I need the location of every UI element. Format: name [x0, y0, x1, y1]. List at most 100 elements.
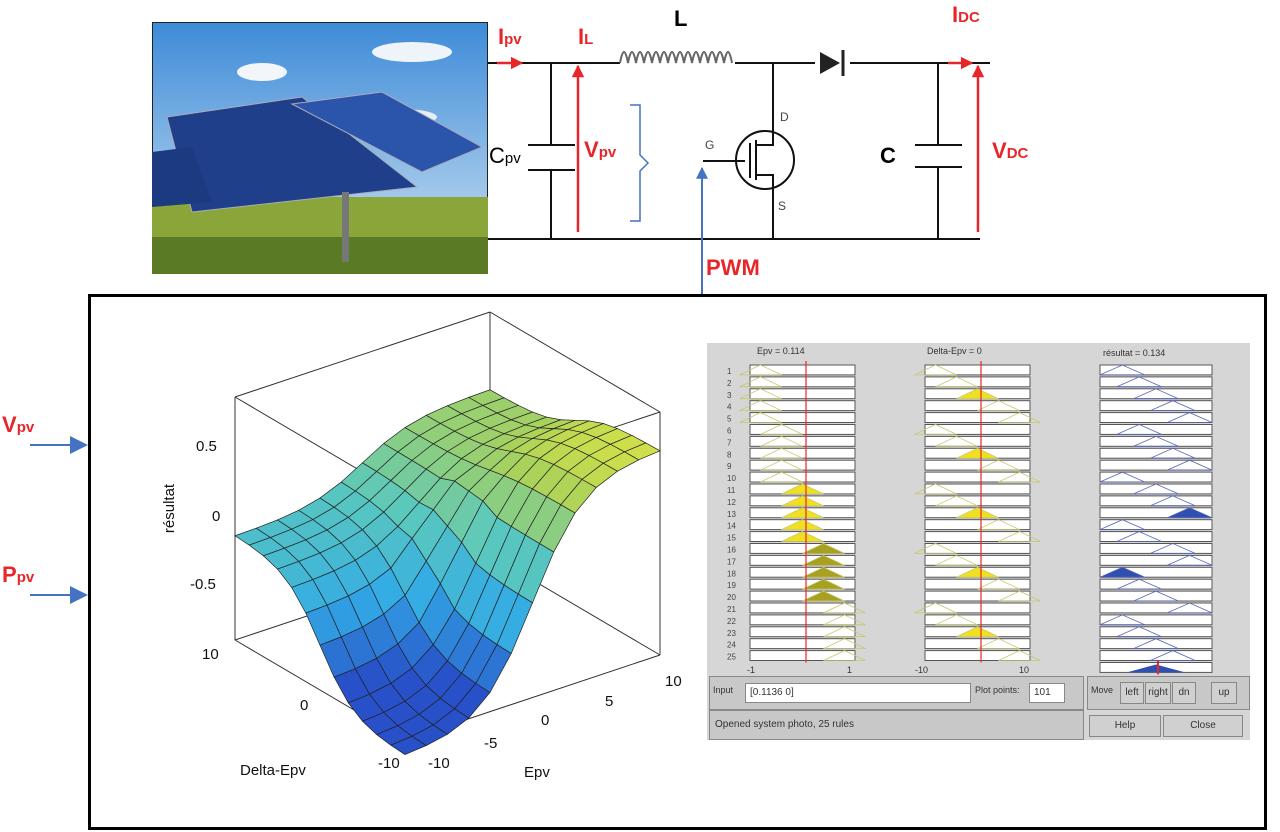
rule-viewer: 1 2 3 4 5 6 7 8 9 10 11 12 13 14 15 16 17 18 19 20 21 22 23 24 2…	[707, 343, 1250, 740]
rule-cell	[1099, 566, 1213, 578]
membership-triangle	[998, 590, 1041, 602]
rule-number: 15	[727, 534, 736, 543]
z-axis-label: résultat	[161, 483, 179, 534]
membership-triangle	[760, 447, 803, 459]
move-down-button[interactable]: dn	[1172, 682, 1196, 704]
membership-triangle	[956, 388, 999, 400]
input-vpv-label: Vpv	[2, 412, 35, 437]
epv-tick: -5	[484, 735, 498, 752]
membership-triangle	[760, 471, 803, 483]
vdc-label: VDC	[992, 138, 1029, 163]
rule-cell	[924, 554, 1031, 566]
rule-cell	[1099, 614, 1213, 626]
rule-cell	[924, 400, 1031, 412]
move-right-button[interactable]: right	[1145, 682, 1171, 704]
rule-cell	[924, 614, 1031, 626]
membership-triangle	[781, 519, 824, 531]
membership-triangle	[1133, 388, 1179, 400]
plot-points-field[interactable]: 101	[1029, 683, 1065, 703]
rule-cell	[749, 626, 856, 638]
membership-triangle	[1116, 531, 1162, 542]
rule-cell	[749, 364, 856, 376]
rule-cell	[1099, 590, 1213, 602]
rule-number: 9	[727, 462, 732, 471]
rule-number: 25	[727, 653, 736, 662]
rule-cell	[924, 578, 1031, 590]
close-button[interactable]: Close	[1163, 715, 1243, 737]
rule-number: 23	[727, 629, 736, 638]
rule-number: 2	[727, 379, 732, 388]
rule-cell	[1099, 626, 1213, 638]
aggregate-shape	[1127, 664, 1185, 673]
rule-number: 5	[727, 415, 732, 424]
rule-number: 16	[727, 546, 736, 555]
il-label: IL	[578, 24, 594, 49]
membership-triangle	[1133, 483, 1179, 495]
membership-triangle	[956, 626, 999, 638]
delta-header: Delta-Epv = 0	[927, 346, 982, 356]
delta-axis-label: Delta-Epv	[240, 762, 306, 779]
rule-number: 10	[727, 474, 736, 483]
rule-cell	[1099, 412, 1213, 423]
ipv-label: Ipv	[498, 24, 522, 49]
rule-cell	[749, 614, 856, 626]
membership-triangle	[1167, 507, 1213, 519]
inductor-label: L	[674, 6, 688, 31]
membership-triangle	[935, 376, 978, 388]
move-left-button[interactable]: left	[1120, 682, 1144, 704]
rule-number: 7	[727, 438, 732, 447]
rule-cell	[924, 412, 1031, 423]
membership-triangle	[802, 554, 845, 566]
idc-label: IDC	[952, 2, 980, 27]
membership-triangle	[823, 614, 866, 626]
rule-number: 3	[727, 391, 732, 400]
rule-number: 19	[727, 581, 736, 590]
rule-cell	[1099, 650, 1213, 662]
membership-triangle	[956, 566, 999, 578]
membership-triangle	[1099, 519, 1145, 531]
rule-cell	[1099, 531, 1213, 543]
rule-cell	[1099, 602, 1213, 614]
input-ppv-label: Ppv	[2, 562, 35, 587]
help-button[interactable]: Help	[1089, 715, 1161, 737]
rule-number: 20	[727, 593, 736, 602]
membership-triangle	[998, 531, 1041, 542]
rule-cell	[1099, 495, 1213, 507]
epv-tick: 0	[541, 712, 550, 729]
membership-triangle	[1099, 364, 1145, 376]
cpv-label: Cpv	[489, 143, 521, 168]
rule-number: 24	[727, 641, 736, 650]
delta-max: 10	[1019, 665, 1030, 675]
rule-plots[interactable]: 1234567891011121314151617181920212223242…	[707, 343, 1250, 677]
rule-cell	[924, 364, 1031, 376]
rule-cell	[924, 519, 1031, 531]
membership-triangle	[1116, 376, 1162, 388]
status-text: Opened system photo, 25 rules	[715, 719, 854, 730]
move-up-button[interactable]: up	[1211, 682, 1237, 704]
rule-cell	[749, 388, 856, 400]
membership-triangle	[977, 519, 1020, 531]
z-tick: -0.5	[190, 576, 216, 593]
rule-cell	[924, 495, 1031, 507]
rule-number: 12	[727, 498, 736, 507]
surface-patch	[623, 442, 661, 461]
membership-triangle	[781, 483, 824, 495]
delta-min: -10	[915, 665, 929, 675]
membership-triangle	[1150, 400, 1196, 411]
membership-triangle	[739, 400, 782, 411]
membership-triangle	[823, 650, 866, 661]
membership-triangle	[977, 400, 1020, 411]
membership-triangle	[1133, 435, 1179, 447]
membership-triangle	[1167, 602, 1213, 614]
membership-triangle	[977, 638, 1020, 650]
membership-triangle	[914, 364, 957, 376]
membership-triangle	[739, 388, 782, 400]
rule-cell	[749, 376, 856, 388]
membership-triangle	[1167, 412, 1213, 423]
rule-cell	[1099, 376, 1213, 388]
membership-triangle	[1167, 459, 1213, 471]
delta-tick: 10	[202, 646, 219, 663]
membership-triangle	[935, 554, 978, 566]
input-field[interactable]: [0.1136 0]	[745, 683, 971, 703]
rule-number: 22	[727, 617, 736, 626]
